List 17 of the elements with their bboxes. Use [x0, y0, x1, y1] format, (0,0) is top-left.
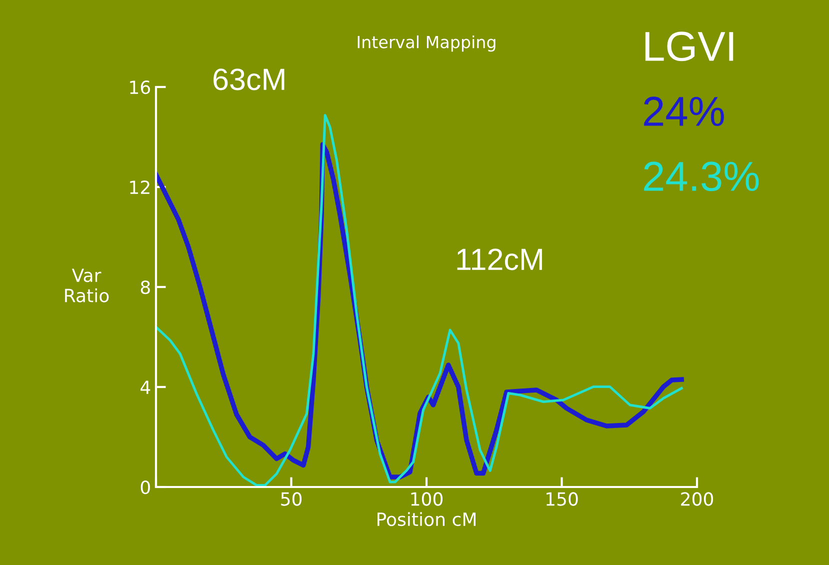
y-axis-title: Var Ratio	[65, 268, 109, 302]
y-tick-label: 4	[140, 380, 150, 394]
y-tick-label: 16	[130, 80, 150, 94]
x-tick-label: 150	[546, 492, 578, 506]
x-tick-label: 50	[281, 492, 302, 506]
text: 24.3%	[644, 162, 759, 192]
legend-title: LGVI	[645, 32, 734, 62]
x-tick-label: 100	[411, 492, 443, 506]
y-tick-label: 12	[130, 180, 150, 194]
x-axis-title: Position cM	[378, 512, 476, 526]
text: 24%	[644, 96, 724, 126]
chart-title: Interval Mapping	[358, 35, 496, 52]
annotation: 63cM	[214, 68, 284, 90]
x-tick-label: 200	[681, 492, 714, 506]
y-tick-label: 0	[140, 480, 150, 494]
annotation: 112cM	[457, 248, 542, 270]
y-tick-label: 8	[140, 280, 150, 294]
